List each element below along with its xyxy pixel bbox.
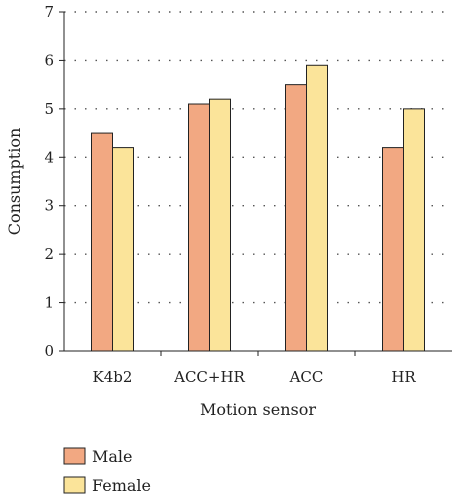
y-tick-label: 4 <box>44 148 54 166</box>
x-axis-title: Motion sensor <box>200 400 316 419</box>
y-tick-label: 0 <box>44 342 54 360</box>
bars <box>91 64 425 352</box>
x-tick-label: HR <box>391 368 416 386</box>
legend-label-male: Male <box>92 447 133 466</box>
y-tick-label: 3 <box>44 197 54 215</box>
y-ticks: 0 1 2 3 4 5 6 7 <box>44 3 64 360</box>
bar-male-acc-hr <box>188 103 210 352</box>
legend-swatch-female <box>63 476 86 494</box>
y-tick-label: 1 <box>44 294 54 312</box>
legend-swatch-male <box>63 447 86 465</box>
bar-male-k4b2 <box>91 132 113 352</box>
x-ticks: K4b2 ACC+HR ACC HR <box>93 351 416 386</box>
bar-female-hr <box>403 108 425 352</box>
y-tick-label: 6 <box>44 51 54 69</box>
bar-female-acc <box>306 64 328 352</box>
bar-male-hr <box>382 147 404 352</box>
y-tick-label: 5 <box>44 100 54 118</box>
legend: Male Female <box>63 447 151 495</box>
bar-female-acc-hr <box>209 98 231 352</box>
y-tick-label: 7 <box>44 3 54 21</box>
x-tick-label: ACC <box>289 368 324 386</box>
legend-label-female: Female <box>92 476 151 495</box>
x-tick-label: ACC+HR <box>173 368 245 386</box>
bar-male-acc <box>285 84 307 352</box>
bar-female-k4b2 <box>112 147 134 352</box>
y-tick-label: 2 <box>44 245 54 263</box>
x-tick-label: K4b2 <box>93 368 133 386</box>
y-axis-title: Consumption <box>5 128 24 236</box>
